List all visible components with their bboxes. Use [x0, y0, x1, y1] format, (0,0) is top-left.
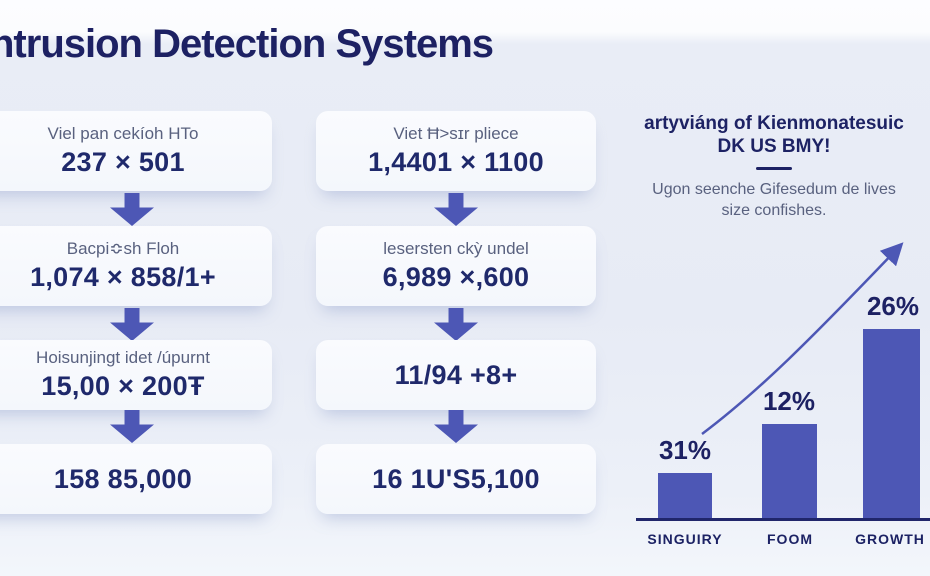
step-value: 15,00 × 200Ŧ — [41, 370, 205, 401]
bar-value-label: 31% — [658, 435, 712, 465]
bar-chart: 31% 12% 26% SINGUIRY FOOM GROWTH — [630, 230, 930, 560]
down-arrow-icon — [110, 308, 154, 341]
flow-column-1: Viel pan cekíoh HTo 237 × 501 Bacpi≎sh F… — [0, 0, 272, 576]
flow-step-box: 16 1U'S5,100 — [316, 444, 596, 514]
flow-step-box: Hoisunjingt idet /úpurnt 15,00 × 200Ŧ — [0, 340, 272, 410]
flow-step-box: Viel pan cekíoh HTo 237 × 501 — [0, 111, 272, 191]
down-arrow-icon — [434, 410, 478, 443]
step-label: Bacpi≎sh Floh — [66, 239, 180, 259]
step-label: lesersten ckỳ undel — [383, 239, 529, 259]
step-label: Viel pan cekíoh HTo — [47, 124, 199, 144]
main-title: ntrusion Detection Systems — [0, 22, 494, 66]
panel-heading: artyviáng of Kienmonatesuic DK US BMY! — [618, 112, 930, 158]
flow-step-box: 158 85,000 — [0, 444, 272, 514]
bar — [863, 329, 920, 521]
step-value: 11/94 +8+ — [394, 359, 518, 390]
bar — [658, 473, 712, 521]
chart-axis — [636, 518, 930, 521]
step-value: 1,074 × 858/1+ — [30, 261, 216, 292]
panel-divider — [756, 167, 792, 171]
panel-subtext-line2: size confishes. — [721, 201, 827, 219]
insight-panel: artyviáng of Kienmonatesuic DK US BMY! U… — [618, 112, 930, 221]
step-value: 158 85,000 — [53, 463, 193, 494]
flow-column-2: Viet Ħ>sɪr pliece 1,4401 × 1100 leserste… — [316, 0, 596, 576]
step-value: 237 × 501 — [61, 146, 185, 177]
bar-category-label: SINGUIRY — [647, 531, 723, 547]
step-value: 1,4401 × 1100 — [368, 146, 544, 177]
bar-value-label: 12% — [762, 386, 816, 416]
step-value: 16 1U'S5,100 — [372, 463, 540, 494]
down-arrow-icon — [434, 308, 478, 341]
down-arrow-icon — [110, 193, 154, 226]
panel-heading-line2: DK US BMY! — [717, 136, 831, 158]
step-label: Hoisunjingt idet /úpurnt — [36, 348, 210, 368]
panel-subtext-line1: Ugon seenche Gifesedum de lives — [652, 181, 896, 199]
step-value: 6,989 ×,600 — [382, 261, 530, 292]
step-label: Viet Ħ>sɪr pliece — [393, 124, 519, 144]
bar-category-label: FOOM — [767, 531, 813, 547]
flow-step-box: Viet Ħ>sɪr pliece 1,4401 × 1100 — [316, 111, 596, 191]
bar — [762, 424, 817, 521]
panel-subtext: Ugon seenche Gifesedum de lives size con… — [618, 180, 930, 221]
flow-step-box: lesersten ckỳ undel 6,989 ×,600 — [316, 226, 596, 306]
bar-category-label: GROWTH — [855, 531, 925, 547]
panel-heading-line1: artyviáng of Kienmonatesuic — [644, 113, 904, 134]
down-arrow-icon — [434, 193, 478, 226]
flow-step-box: 11/94 +8+ — [316, 340, 596, 410]
bar-value-label: 26% — [866, 291, 920, 321]
flow-step-box: Bacpi≎sh Floh 1,074 × 858/1+ — [0, 226, 272, 306]
down-arrow-icon — [110, 410, 154, 443]
